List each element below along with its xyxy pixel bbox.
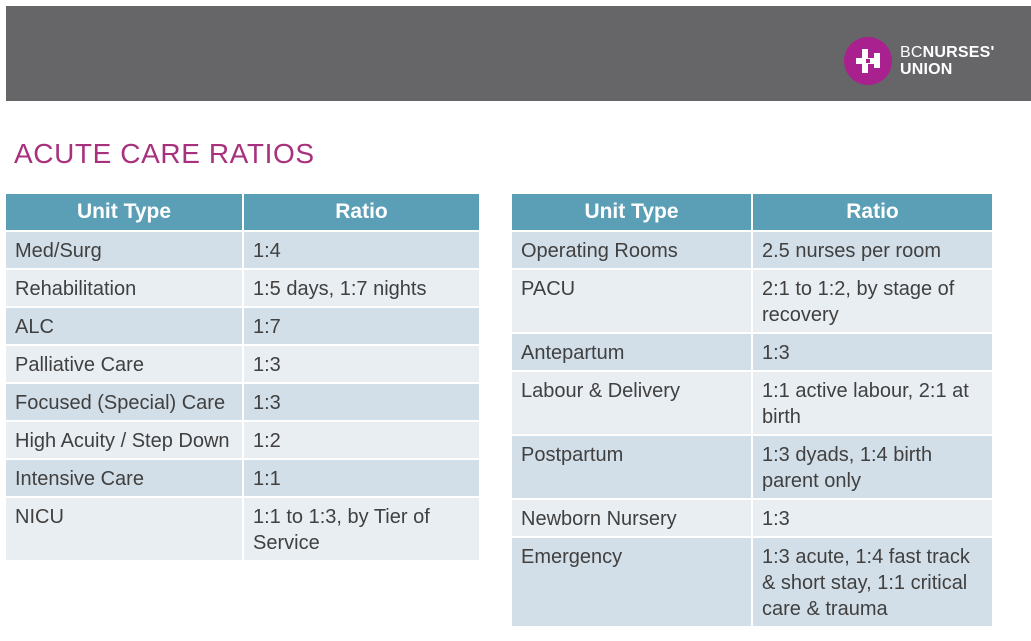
unit-type-cell: Postpartum: [512, 434, 753, 499]
table-row: ALC 1:7: [6, 306, 479, 345]
unit-type-cell: Intensive Care: [6, 458, 244, 497]
column-header-ratio: Ratio: [243, 194, 479, 231]
ratio-cell: 1:1 to 1:3, by Tier of Service: [243, 496, 479, 560]
ratio-cell: 1:2: [243, 420, 479, 459]
table-row: Med/Surg 1:4: [6, 230, 479, 269]
logo-text-bc: BC: [900, 44, 923, 61]
table-header-row: Unit Type Ratio: [6, 194, 479, 231]
ratio-cell: 2:1 to 1:2, by stage of recovery: [752, 268, 992, 333]
ratio-cell: 1:3 dyads, 1:4 birth parent only: [752, 434, 992, 499]
column-header-unit-type: Unit Type: [512, 194, 753, 231]
unit-type-cell: NICU: [6, 496, 244, 560]
table-row: Operating Rooms 2.5 nurses per room: [512, 230, 992, 269]
ratios-table-left: Unit Type Ratio Med/Surg 1:4 Rehabilitati…: [6, 194, 479, 560]
ratio-cell: 1:3: [752, 498, 992, 537]
header-bar: BCNURSES' UNION: [6, 6, 1031, 101]
ratio-cell: 1:3: [243, 344, 479, 383]
unit-type-cell: Labour & Delivery: [512, 370, 753, 435]
unit-type-cell: Rehabilitation: [6, 268, 244, 307]
table-header-row: Unit Type Ratio: [512, 194, 992, 231]
ratio-cell: 1:5 days, 1:7 nights: [243, 268, 479, 307]
ratio-cell: 1:1 active labour, 2:1 at birth: [752, 370, 992, 435]
table-row: PACU 2:1 to 1:2, by stage of recovery: [512, 268, 992, 333]
unit-type-cell: ALC: [6, 306, 244, 345]
bcnu-logo: BCNURSES' UNION: [844, 36, 995, 86]
page-title: ACUTE CARE RATIOS: [14, 138, 315, 169]
table-row: Postpartum 1:3 dyads, 1:4 birth parent on…: [512, 434, 992, 499]
bcnu-logo-text: BCNURSES' UNION: [900, 44, 995, 78]
ratio-cell: 1:3: [243, 382, 479, 421]
unit-type-cell: Antepartum: [512, 332, 753, 371]
unit-type-cell: PACU: [512, 268, 753, 333]
ratio-cell: 1:1: [243, 458, 479, 497]
table-row: Newborn Nursery 1:3: [512, 498, 992, 537]
logo-text-nurses: NURSES': [922, 44, 995, 61]
table-row: Palliative Care 1:3: [6, 344, 479, 383]
unit-type-cell: Focused (Special) Care: [6, 382, 244, 421]
unit-type-cell: Med/Surg: [6, 230, 244, 269]
unit-type-cell: Newborn Nursery: [512, 498, 753, 537]
ratio-cell: 1:3: [752, 332, 992, 371]
logo-text-union: UNION: [900, 61, 953, 78]
table-row: Labour & Delivery 1:1 active labour, 2:1 …: [512, 370, 992, 435]
table-row: High Acuity / Step Down 1:2: [6, 420, 479, 459]
ratio-cell: 1:7: [243, 306, 479, 345]
ratio-cell: 1:3 acute, 1:4 fast track & short stay, …: [752, 536, 992, 626]
ratio-cell: 1:4: [243, 230, 479, 269]
bcnu-logo-mark-icon: [844, 37, 892, 85]
table-row: NICU 1:1 to 1:3, by Tier of Service: [6, 496, 479, 560]
table-row: Rehabilitation 1:5 days, 1:7 nights: [6, 268, 479, 307]
column-header-ratio: Ratio: [752, 194, 992, 231]
table-row: Focused (Special) Care 1:3: [6, 382, 479, 421]
unit-type-cell: Operating Rooms: [512, 230, 753, 269]
table-row: Antepartum 1:3: [512, 332, 992, 371]
table-row: Emergency 1:3 acute, 1:4 fast track & sho…: [512, 536, 992, 626]
ratio-cell: 2.5 nurses per room: [752, 230, 992, 269]
table-row: Intensive Care 1:1: [6, 458, 479, 497]
column-header-unit-type: Unit Type: [6, 194, 244, 231]
unit-type-cell: Palliative Care: [6, 344, 244, 383]
unit-type-cell: High Acuity / Step Down: [6, 420, 244, 459]
ratios-table-right: Unit Type Ratio Operating Rooms 2.5 nurse…: [512, 194, 992, 626]
unit-type-cell: Emergency: [512, 536, 753, 626]
